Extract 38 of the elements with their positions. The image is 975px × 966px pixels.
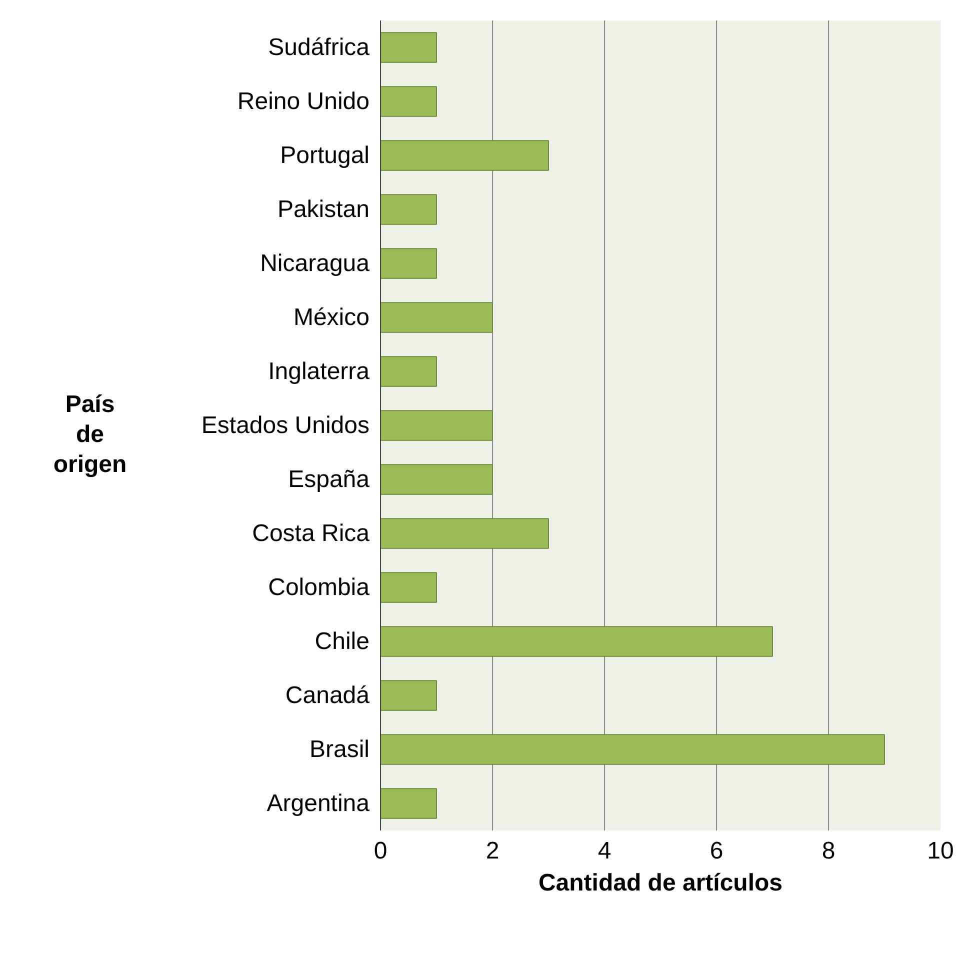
y-tick-label: Nicaragua (260, 250, 370, 277)
x-tick-label: 2 (486, 838, 500, 864)
y-tick-label: España (288, 466, 370, 493)
y-tick-label: Brasil (309, 736, 370, 763)
bar (380, 518, 549, 549)
x-axis-title: Cantidad de artículos (538, 870, 783, 896)
bar (380, 194, 437, 225)
x-tick-label: 6 (710, 838, 724, 864)
x-tick-label: 8 (822, 838, 836, 864)
bar (380, 680, 437, 711)
bar (380, 356, 437, 387)
bar (380, 140, 549, 171)
bar (380, 626, 773, 657)
x-tick-label: 10 (927, 838, 954, 864)
y-tick-label: Portugal (280, 142, 370, 169)
y-tick-label: Colombia (268, 574, 370, 601)
y-tick-label: Inglaterra (268, 358, 370, 385)
y-tick-label: Sudáfrica (268, 34, 370, 61)
bar (380, 32, 437, 63)
bar (380, 464, 493, 495)
y-tick-label: México (293, 304, 370, 331)
y-tick-label: Argentina (266, 790, 370, 817)
bar (380, 248, 437, 279)
y-tick-label: Chile (314, 628, 370, 655)
bar (380, 788, 437, 819)
y-tick-label: Estados Unidos (201, 412, 370, 439)
y-tick-label: Costa Rica (252, 520, 370, 547)
x-tick-label: 0 (374, 838, 388, 864)
y-tick-label: Pakistan (277, 196, 370, 223)
y-tick-label: Canadá (285, 682, 370, 709)
bar (380, 572, 437, 603)
bar (380, 86, 437, 117)
bar (380, 302, 493, 333)
bar (380, 734, 885, 765)
y-axis-title: País de origen (53, 390, 127, 480)
x-tick-label: 4 (598, 838, 612, 864)
y-tick-label: Reino Unido (237, 88, 370, 115)
bar (380, 410, 493, 441)
